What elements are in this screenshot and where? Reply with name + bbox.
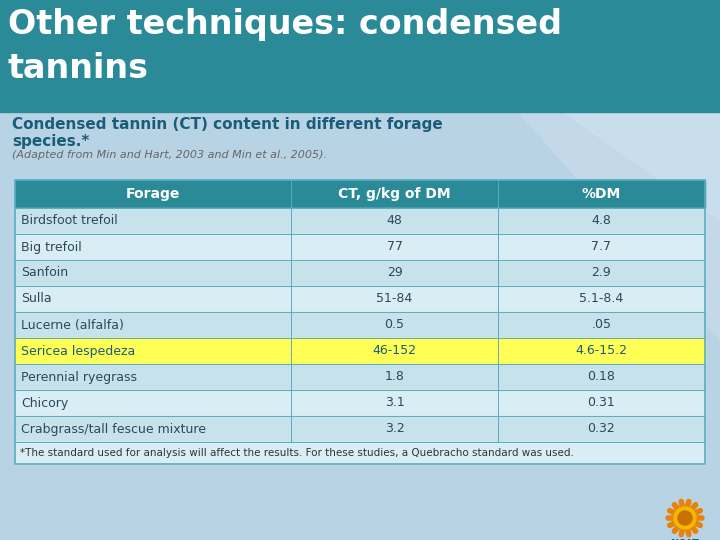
- Text: Forage: Forage: [126, 187, 180, 201]
- Text: 46-152: 46-152: [372, 345, 416, 357]
- Bar: [15, 180, 705, 464]
- Text: 7.7: 7.7: [592, 240, 611, 253]
- Bar: [15, 338, 705, 364]
- Text: .05: .05: [592, 319, 611, 332]
- Text: 1.8: 1.8: [384, 370, 405, 383]
- Text: Crabgrass/tall fescue mixture: Crabgrass/tall fescue mixture: [21, 422, 206, 435]
- Text: species.*: species.*: [12, 134, 89, 149]
- Text: 5.1-8.4: 5.1-8.4: [580, 293, 624, 306]
- Text: Sulla: Sulla: [21, 293, 52, 306]
- Bar: [15, 286, 705, 312]
- Bar: [15, 208, 705, 234]
- Bar: [15, 234, 705, 260]
- Text: Other techniques: condensed: Other techniques: condensed: [8, 8, 562, 41]
- Circle shape: [678, 511, 692, 525]
- Text: Sericea lespedeza: Sericea lespedeza: [21, 345, 135, 357]
- Text: Sanfoin: Sanfoin: [21, 267, 68, 280]
- Text: 51-84: 51-84: [377, 293, 413, 306]
- Text: 0.5: 0.5: [384, 319, 405, 332]
- Text: (Adapted from Min and Hart, 2003 and Min et al., 2005).: (Adapted from Min and Hart, 2003 and Min…: [12, 150, 327, 160]
- Bar: [0, 0, 720, 112]
- Text: Lucerne (alfalfa): Lucerne (alfalfa): [21, 319, 124, 332]
- Text: 0.32: 0.32: [588, 422, 616, 435]
- Bar: [15, 312, 705, 338]
- Text: 3.1: 3.1: [384, 396, 405, 409]
- Circle shape: [674, 507, 696, 529]
- Text: tannins: tannins: [8, 52, 149, 85]
- Bar: [15, 442, 705, 464]
- Bar: [15, 416, 705, 442]
- Polygon shape: [400, 0, 720, 220]
- Text: 0.18: 0.18: [588, 370, 616, 383]
- Text: %DM: %DM: [582, 187, 621, 201]
- Text: Birdsfoot trefoil: Birdsfoot trefoil: [21, 214, 118, 227]
- Text: 77: 77: [387, 240, 402, 253]
- Text: Chicory: Chicory: [21, 396, 68, 409]
- Text: 29: 29: [387, 267, 402, 280]
- Text: 0.31: 0.31: [588, 396, 616, 409]
- Bar: [15, 260, 705, 286]
- Polygon shape: [250, 0, 720, 340]
- Text: *The standard used for analysis will affect the results. For these studies, a Qu: *The standard used for analysis will aff…: [20, 448, 574, 458]
- Text: 4.8: 4.8: [592, 214, 611, 227]
- Text: CT, g/kg of DM: CT, g/kg of DM: [338, 187, 451, 201]
- Text: Condensed tannin (CT) content in different forage: Condensed tannin (CT) content in differe…: [12, 117, 443, 132]
- Text: 48: 48: [387, 214, 402, 227]
- Text: 4.6-15.2: 4.6-15.2: [575, 345, 628, 357]
- Bar: [15, 390, 705, 416]
- Bar: [15, 180, 705, 208]
- Text: Perennial ryegrass: Perennial ryegrass: [21, 370, 137, 383]
- Text: 3.2: 3.2: [384, 422, 405, 435]
- Text: Big trefoil: Big trefoil: [21, 240, 82, 253]
- Text: 2.9: 2.9: [592, 267, 611, 280]
- Bar: [15, 364, 705, 390]
- Text: NCAT: NCAT: [670, 539, 699, 540]
